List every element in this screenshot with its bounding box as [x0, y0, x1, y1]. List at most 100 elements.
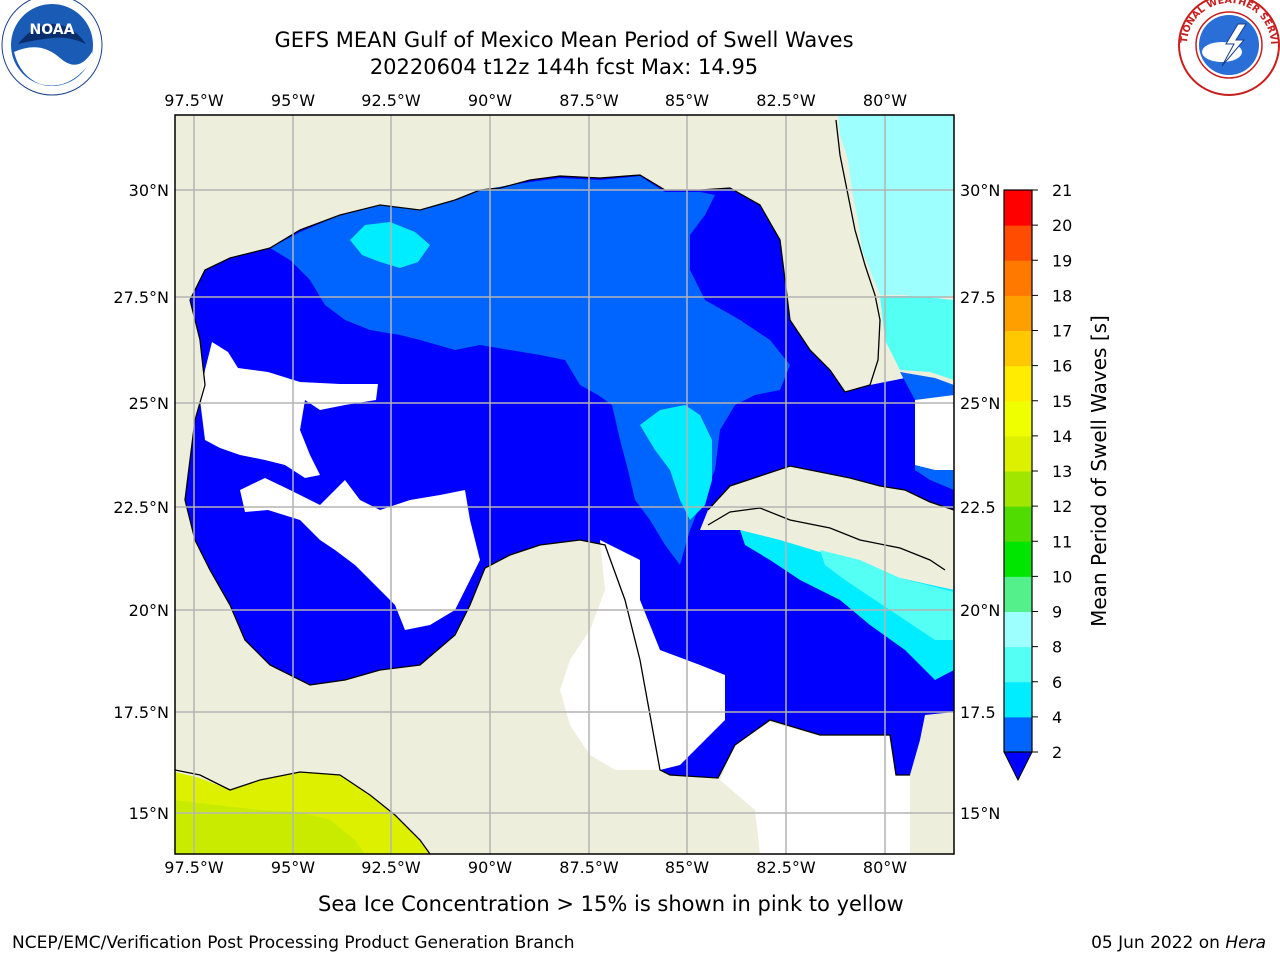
machine-name: Hera	[1225, 933, 1266, 953]
nws-logo-text: NATIONAL WEATHER SERVICE	[0, 0, 1279, 45]
colorbar-segment	[1004, 365, 1032, 402]
colorbar-segment	[1004, 576, 1032, 612]
colorbar-tick-label: 13	[1052, 462, 1072, 481]
gulf-water-4-6s-north	[350, 222, 430, 268]
lat-label: 17.5°N	[113, 703, 169, 722]
colorbar-tick-label: 15	[1052, 392, 1072, 411]
colorbar-label: Mean Period of Swell Waves [s]	[1087, 315, 1111, 627]
lat-label: 17.5	[960, 703, 996, 722]
colorbar-segment	[1004, 611, 1032, 648]
colorbar-segment	[1004, 541, 1032, 577]
colorbar-segment	[1004, 681, 1032, 718]
lon-label: 95°W	[271, 858, 315, 877]
generation-date: 05 Jun 2022 on Hera	[1091, 933, 1266, 953]
gulf-water-4-6s-central	[640, 405, 712, 520]
nodata-east-strip	[915, 395, 954, 470]
lon-label: 85°W	[665, 91, 709, 110]
colorbar-segment	[1004, 646, 1032, 683]
coastline-mexico	[184, 299, 910, 779]
colorbar-segment	[1004, 506, 1032, 542]
colorbar-tick-label: 10	[1052, 567, 1072, 586]
colorbar-tick-label: 9	[1052, 603, 1062, 622]
lon-label: 87.5°W	[559, 91, 619, 110]
lat-label: 20°N	[960, 601, 1000, 620]
lon-label: 97.5°W	[164, 91, 224, 110]
lon-labels-bottom: 97.5°W 95°W 92.5°W 90°W 87.5°W 85°W 82.5…	[164, 858, 907, 877]
lat-label: 15°N	[960, 804, 1000, 823]
lat-label: 25°N	[129, 394, 169, 413]
gulf-water-2-4s	[270, 176, 790, 565]
lon-label: 87.5°W	[559, 858, 619, 877]
colorbar-segment	[1004, 260, 1032, 296]
coastline-cuba-south	[707, 507, 946, 571]
lat-label: 20°N	[129, 601, 169, 620]
atlantic-water-8-9s	[838, 115, 954, 300]
lon-label: 80°W	[863, 858, 907, 877]
lat-labels-right: 30°N 27.5 25°N 22.5 20°N 17.5 15°N	[960, 181, 1000, 823]
colorbar-segment	[1004, 400, 1032, 437]
map-layers	[175, 115, 954, 854]
lon-label: 82.5°W	[756, 858, 816, 877]
colorbar-segment	[1004, 295, 1032, 331]
map-title: GEFS MEAN Gulf of Mexico Mean Period of …	[274, 28, 854, 52]
lat-label: 22.5°N	[113, 498, 169, 517]
colorbar-tick-label: 21	[1052, 181, 1072, 200]
graticule	[175, 115, 954, 854]
producer-credit: NCEP/EMC/Verification Post Processing Pr…	[12, 933, 575, 953]
colorbar-tick-label: 16	[1052, 357, 1072, 376]
lat-label: 25°N	[960, 394, 1000, 413]
lat-labels-left: 30°N 27.5°N 25°N 22.5°N 20°N 17.5°N 15°N	[113, 181, 169, 823]
atlantic-water-6-8s	[880, 296, 954, 380]
lat-label: 27.5°N	[113, 288, 169, 307]
coastline-cuba	[707, 465, 954, 511]
lon-label: 90°W	[468, 91, 512, 110]
coastline-gulf	[189, 119, 881, 393]
colorbar-segments	[1004, 190, 1032, 753]
colorbar-tick-label: 11	[1052, 532, 1072, 551]
colorbar-segment	[1004, 330, 1032, 367]
noaa-logo-text: NOAA	[30, 22, 75, 38]
plot-frame	[174, 114, 955, 855]
colorbar-segment	[1004, 435, 1032, 472]
svg-text:NATIONAL WEATHER SERVICE: NATIONAL WEATHER SERVICE	[0, 0, 1279, 45]
colorbar-tick-label: 14	[1052, 427, 1072, 446]
lat-label: 15°N	[129, 804, 169, 823]
colorbar-segment	[1004, 716, 1032, 753]
nodata-west-2	[240, 478, 480, 630]
colorbar-segment	[1004, 190, 1032, 226]
lon-label: 97.5°W	[164, 858, 224, 877]
colorbar-tick-label: 2	[1052, 743, 1062, 762]
lat-label: 27.5	[960, 288, 996, 307]
colorbar-segment	[1004, 225, 1032, 261]
colorbar-ticks: 2 4 6 8 9 10 11 12 13 14 15 16 17 18 19 20 21	[1032, 181, 1072, 762]
nodata-west-1	[200, 342, 378, 478]
lat-label: 30°N	[129, 181, 169, 200]
lat-label: 30°N	[960, 181, 1000, 200]
lon-labels-top: 97.5°W 95°W 92.5°W 90°W 87.5°W 85°W 82.5…	[164, 91, 907, 110]
lon-label: 90°W	[468, 858, 512, 877]
colorbar-segment	[1004, 471, 1032, 507]
lat-label: 22.5	[960, 498, 996, 517]
nws-logo: NATIONAL WEATHER SERVICE	[0, 0, 1280, 96]
colorbar: 2 4 6 8 9 10 11 12 13 14 15 16 17 18 19 20 21 Mean Perio…	[1003, 181, 1111, 782]
colorbar-extend-arrow	[1003, 751, 1033, 782]
ice-caption: Sea Ice Concentration > 15% is shown in …	[318, 892, 904, 916]
colorbar-tick-label: 18	[1052, 286, 1072, 305]
coastlines	[175, 119, 954, 854]
colorbar-tick-label: 4	[1052, 708, 1062, 727]
gulf-water-6-8s-east	[820, 550, 954, 640]
coastline-central-america	[175, 769, 431, 854]
lon-label: 92.5°W	[361, 858, 421, 877]
lon-label: 80°W	[863, 91, 907, 110]
colorbar-tick-label: 20	[1052, 216, 1072, 235]
lon-label: 95°W	[271, 91, 315, 110]
gulf-water-4-6s-east	[740, 530, 954, 680]
colorbar-tick-label: 17	[1052, 322, 1072, 341]
nodata-caribbean	[720, 722, 910, 854]
colorbar-tick-label: 6	[1052, 673, 1062, 692]
colorbar-tick-label: 12	[1052, 497, 1072, 516]
noaa-logo: NOAA	[1, 0, 103, 96]
colorbar-tick-label: 19	[1052, 251, 1072, 270]
colorbar-tick-label: 8	[1052, 638, 1062, 657]
